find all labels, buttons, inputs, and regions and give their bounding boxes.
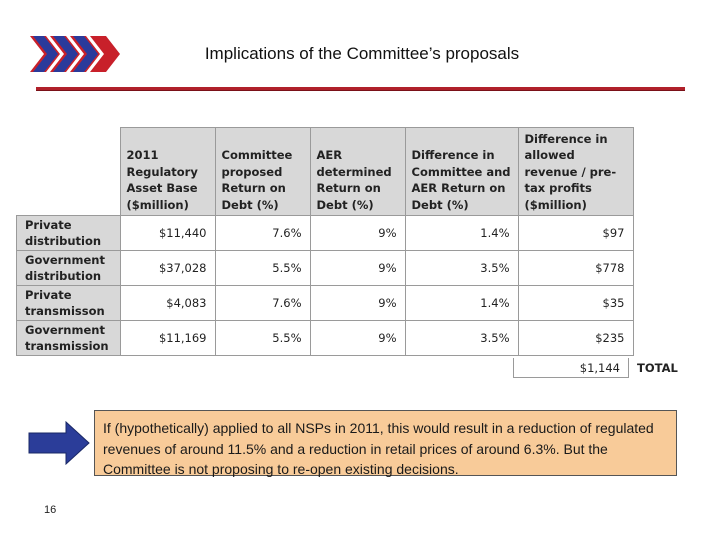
row-label: Private distribution (16, 215, 121, 251)
column-header: AER determined Return on Debt (%) (309, 127, 406, 216)
table-cell: $235 (517, 320, 634, 356)
table-cell: 1.4% (404, 285, 519, 321)
table-cell: $11,169 (119, 320, 216, 356)
total-label: TOTAL (637, 361, 678, 375)
table-row: Government transmission $11,169 5.5% 9% … (16, 320, 634, 356)
slide-title: Implications of the Committee’s proposal… (204, 44, 520, 63)
table-row: Private distribution $11,440 7.6% 9% 1.4… (16, 215, 634, 251)
row-label: Government distribution (16, 250, 121, 286)
column-header: Committee proposed Return on Debt (%) (214, 127, 311, 216)
table-cell: 7.6% (214, 215, 311, 251)
row-label: Private transmisson (16, 285, 121, 321)
title-divider (36, 87, 685, 91)
table-cell: 5.5% (214, 250, 311, 286)
row-label: Government transmission (16, 320, 121, 356)
chevron-stripes-logo (30, 36, 120, 72)
table-header-row: 2011 Regulatory Asset Base ($million) Co… (17, 127, 634, 216)
column-header: Difference in allowed revenue / pre-tax … (517, 127, 634, 216)
table-cell: $11,440 (119, 215, 216, 251)
table-cell: $97 (517, 215, 634, 251)
table-cell: 9% (309, 285, 406, 321)
callout-note: If (hypothetically) applied to all NSPs … (94, 410, 677, 477)
table-cell: 1.4% (404, 215, 519, 251)
table-cell: 3.5% (404, 250, 519, 286)
return-on-debt-table: 2011 Regulatory Asset Base ($million) Co… (16, 127, 634, 356)
right-arrow-icon (28, 421, 90, 465)
table-cell: 3.5% (404, 320, 519, 356)
table-row: Private transmisson $4,083 7.6% 9% 1.4% … (16, 285, 634, 321)
table-cell: $778 (517, 250, 634, 286)
table-cell: 7.6% (214, 285, 311, 321)
column-header: 2011 Regulatory Asset Base ($million) (119, 127, 216, 216)
table-cell: 9% (309, 320, 406, 356)
header-blank-cell (17, 128, 121, 216)
table-cell: $37,028 (119, 250, 216, 286)
table-cell: $35 (517, 285, 634, 321)
total-value-cell: $1,144 (513, 358, 629, 378)
column-header: Difference in Committee and AER Return o… (404, 127, 519, 216)
table-row: Government distribution $37,028 5.5% 9% … (16, 250, 634, 286)
table-cell: 9% (309, 215, 406, 251)
table-cell: 5.5% (214, 320, 311, 356)
table-cell: $4,083 (119, 285, 216, 321)
table-cell: 9% (309, 250, 406, 286)
page-number: 16 (44, 504, 57, 516)
